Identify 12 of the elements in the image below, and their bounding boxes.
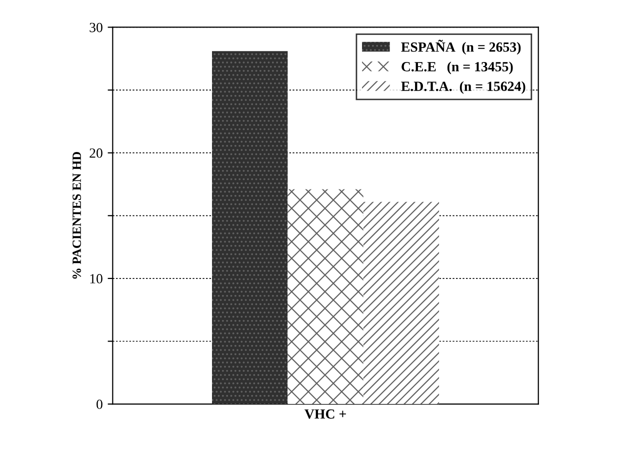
y-tick-label: 0 <box>96 400 102 410</box>
y-tick-label: 10 <box>90 274 102 284</box>
legend-label: ESPAÑA (n = 2653) <box>401 40 521 55</box>
legend-label: C.E.E (n = 13455) <box>402 62 513 74</box>
bar <box>212 51 288 404</box>
bar <box>288 189 364 404</box>
y-tick-label: 30 <box>90 22 102 32</box>
x-tick-label: VHC + <box>304 409 346 419</box>
legend-label: E.D.T.A. (n = 15624) <box>401 81 526 94</box>
y-axis-title: % PACIENTES EN HD <box>72 152 82 279</box>
bar <box>363 202 440 404</box>
y-tick-label: 20 <box>90 148 102 158</box>
